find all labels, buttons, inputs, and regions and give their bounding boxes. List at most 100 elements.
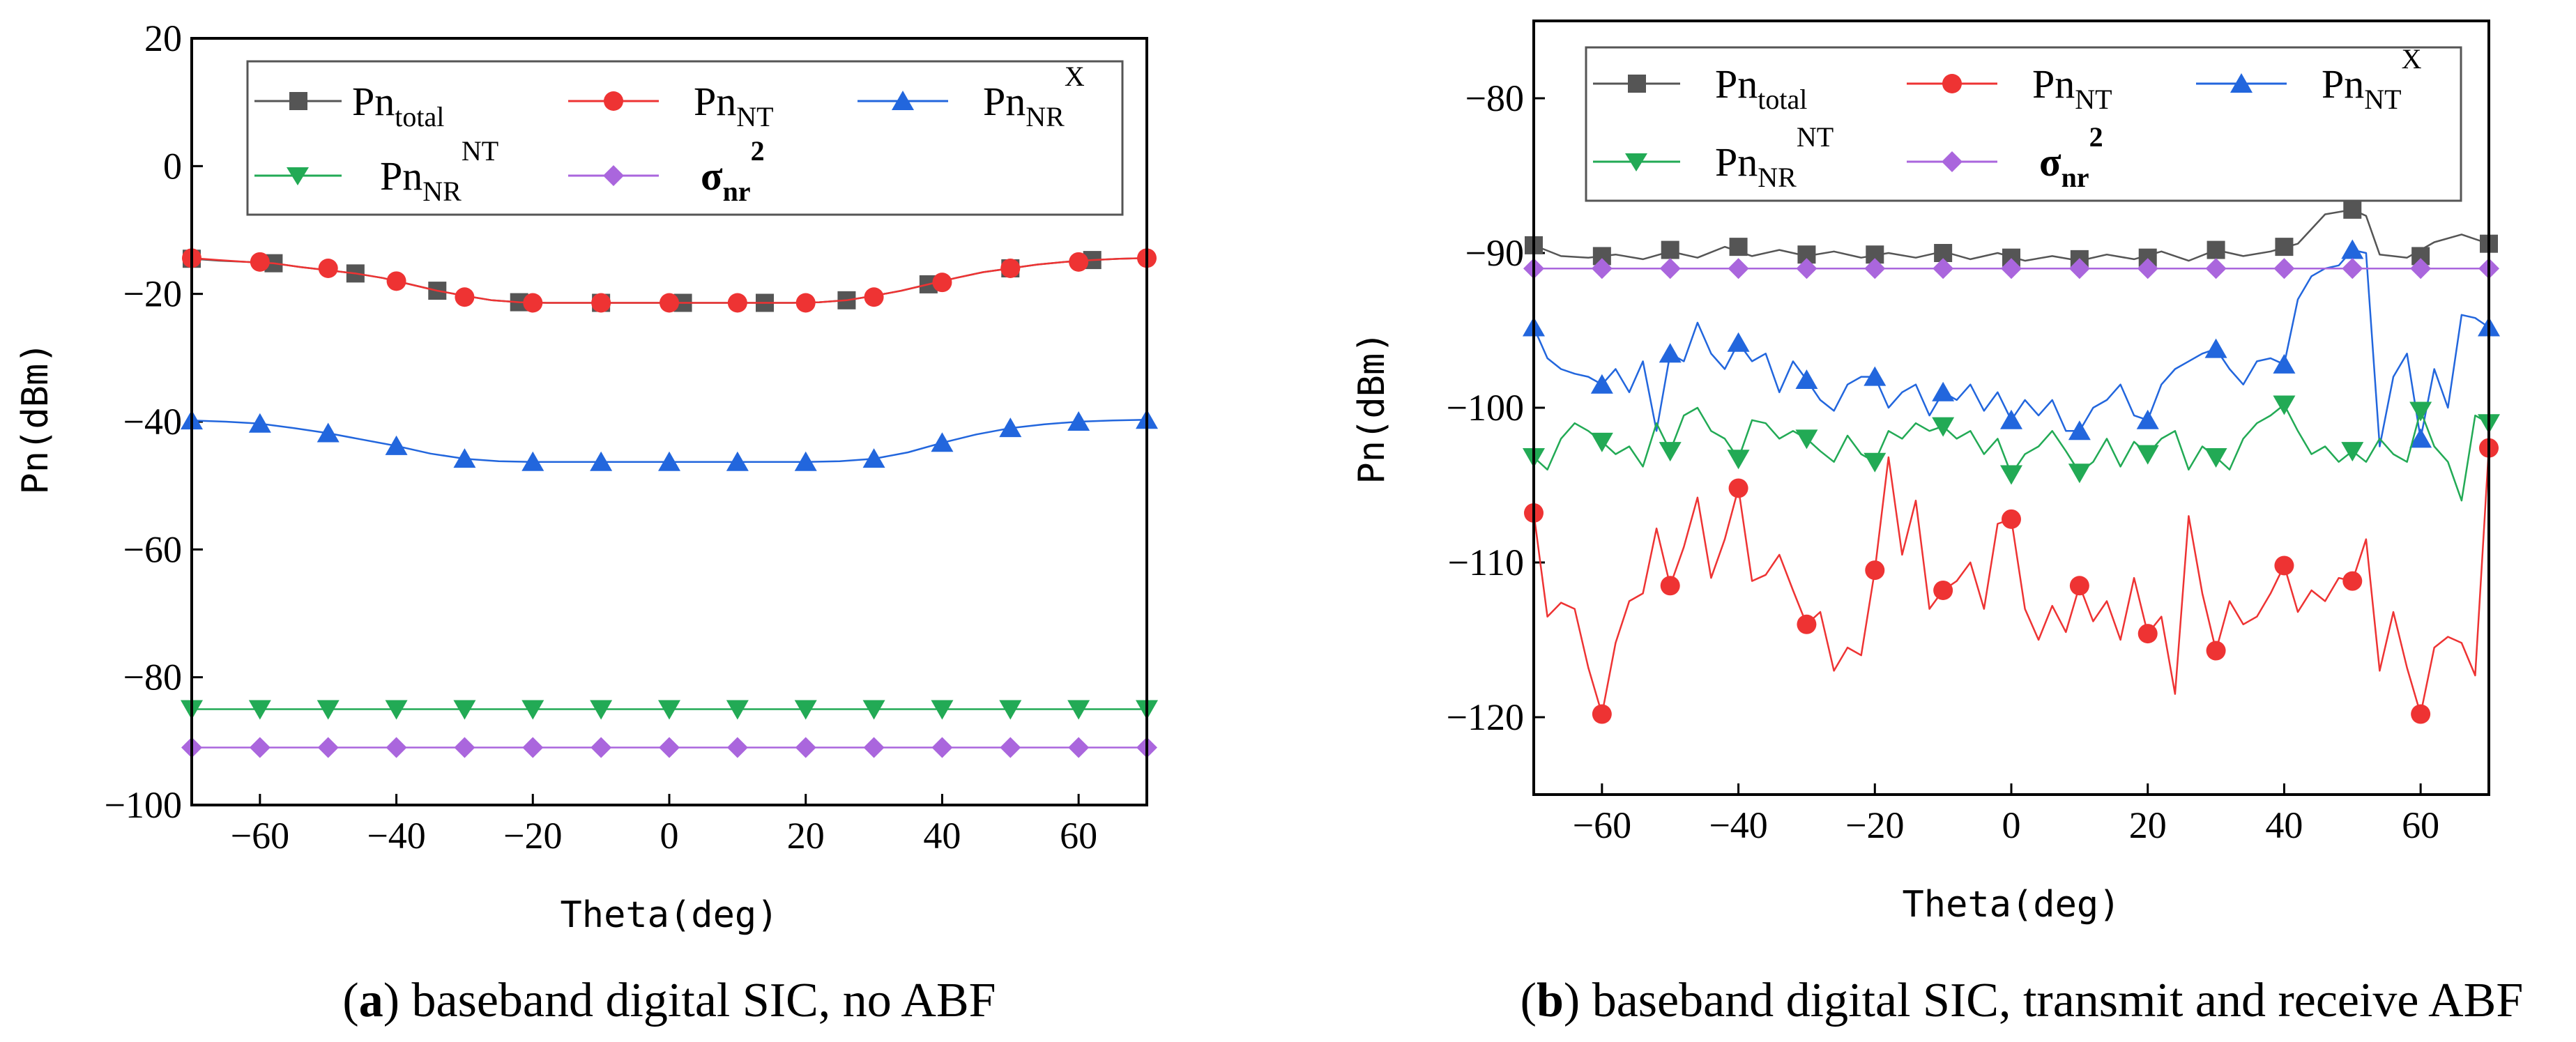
chart-a-series-1-point <box>1069 252 1089 272</box>
chart-a-plot-frame <box>190 37 1148 806</box>
chart-b-series-0-point <box>1729 238 1748 256</box>
chart-b-series-3-point <box>2204 448 2227 468</box>
chart-a-legend-total: Pntotal <box>352 79 444 132</box>
chart-b-xtick-label: 0 <box>2002 804 2021 846</box>
chart-b-series-4-point <box>2137 258 2158 279</box>
chart-b-series-3-point <box>1795 429 1818 450</box>
chart-a-ytick-label: −100 <box>105 784 182 826</box>
chart-a-legend-marker-total <box>289 92 307 110</box>
chart-b-xtick-label: −60 <box>1573 804 1631 846</box>
chart-a-series-2-point <box>521 451 544 471</box>
chart-b-series-4-point <box>2068 258 2090 279</box>
chart-a-series-3-point <box>317 700 340 720</box>
chart-b-series-3-point <box>2409 401 2432 422</box>
chart-b-series-2-point <box>2204 338 2227 358</box>
chart-a-xtick-label: 60 <box>1060 815 1097 857</box>
chart-b-series-3-point <box>2273 395 2296 415</box>
chart-b-legend-marker-nrx <box>2230 73 2253 93</box>
chart-a-ytick-label: −40 <box>123 401 182 443</box>
chart-b-series-1-point <box>2002 509 2021 529</box>
chart-b: −60 −40 −20 0 20 40 60 −120 −110 −100 −90 −80 Pntot… <box>1351 20 2524 1027</box>
chart-b-series-4-point <box>2342 258 2363 279</box>
chart-b-series-2-point <box>1864 366 1887 386</box>
chart-a-legend-sigma: σnr2 <box>701 135 765 207</box>
chart-b-plot-frame <box>1532 20 2490 796</box>
chart-b-series-1-point <box>2206 641 2226 661</box>
chart-a-series-1-point <box>318 259 338 278</box>
chart-a-series-2-point <box>794 451 817 471</box>
chart-a-series-4-point <box>590 737 612 758</box>
chart-b-series-2-point <box>2136 409 2159 429</box>
chart-a-series-4-point <box>1000 737 1021 758</box>
chart-a-series-4-point <box>454 737 475 758</box>
chart-a-series-2-point <box>248 413 271 433</box>
chart-a-xtick-label: −40 <box>367 815 425 857</box>
chart-b-series-1-point <box>1728 478 1748 498</box>
chart-b-legend-marker-sigma <box>1942 151 1963 172</box>
chart-a-series-1-point <box>795 293 816 313</box>
chart-a-series-1-point <box>660 293 679 313</box>
chart-a-series-4-point <box>726 737 748 758</box>
chart-b-ticks: −60 −40 −20 0 20 40 60 −120 −110 −100 −90 −80 <box>1447 77 2440 846</box>
chart-b-series-4-point <box>1591 258 1613 279</box>
chart-a-xtick-label: 20 <box>787 815 825 857</box>
chart-a-ytick-label: −80 <box>123 657 182 698</box>
chart-b-legend-nt: PnNT <box>2032 61 2112 115</box>
chart-b-series-4-point <box>1864 258 1886 279</box>
chart-b-series-1-point <box>1865 560 1885 581</box>
chart-a-series-4-point <box>1068 737 1090 758</box>
chart-a-xtick-label: 0 <box>660 815 679 857</box>
chart-b-xtick-label: 40 <box>2265 804 2303 846</box>
chart-a-series-1-point <box>386 271 406 291</box>
chart-b-series-1-point <box>2342 571 2363 591</box>
chart-a-series-3-point <box>726 700 749 720</box>
chart-b-series-1-point <box>1797 614 1817 634</box>
chart-a-legend-nrx: PnNRX <box>983 61 1085 132</box>
chart-b-series-1-point <box>1933 580 1953 600</box>
chart-b-series-4-point <box>1796 258 1817 279</box>
chart-b-series-2-point <box>2068 420 2091 440</box>
chart-b-series-2-point <box>2000 409 2022 429</box>
chart-a-legend-marker-nrx <box>892 91 914 110</box>
chart-b-series-2-point <box>1795 369 1818 390</box>
chart-a-series-3-point <box>862 700 885 720</box>
chart-a-series-1-point <box>1000 259 1021 278</box>
chart-b-caption: (b) baseband digital SIC, transmit and r… <box>1521 974 2524 1027</box>
chart-b-ytick-label: −110 <box>1448 542 1524 583</box>
chart-a-xtick-label: −60 <box>231 815 289 857</box>
chart-b-series-1-point <box>1592 704 1612 724</box>
chart-a-series-1-point <box>864 287 884 307</box>
chart-a-series-3-point <box>658 700 680 720</box>
chart-a-legend-nrnt: PnNRNT <box>380 135 498 207</box>
chart-b-xtick-label: −20 <box>1845 804 1904 846</box>
chart-a-ytick-label: −20 <box>123 273 182 315</box>
chart-b-legend: Pntotal PnNT PnNTX PnNRNT σnr2 <box>1585 43 2462 202</box>
chart-a-series-3-point <box>931 700 954 720</box>
chart-a-series-2-point <box>590 451 613 471</box>
chart-a-ticks: −60 −40 −20 0 20 40 60 −100 −80 −60 −40 −20 0 20 <box>105 17 1098 857</box>
chart-a-series-2-point <box>862 448 885 468</box>
chart-a-legend-marker-sigma <box>603 165 624 186</box>
chart-b-series-3-point <box>2000 465 2022 485</box>
chart-b-series-3-point <box>1727 450 1750 470</box>
chart-a-series-4-point <box>863 737 885 758</box>
chart-a-series-3-point <box>1067 700 1090 720</box>
chart-b-legend-marker-nrnt <box>1625 153 1647 171</box>
chart-b-legend-nrx: PnNTX <box>2322 43 2422 115</box>
chart-a-xtick-label: −20 <box>503 815 562 857</box>
chart-b-series-1-point <box>2137 624 2158 644</box>
chart-b-series-4-point <box>2410 258 2432 279</box>
chart-b-series-3-point <box>1864 452 1887 473</box>
chart-b-series-0-point <box>1661 240 1679 259</box>
chart-b-series-1-point <box>2411 704 2431 724</box>
chart-b-xtick-label: −40 <box>1709 804 1767 846</box>
chart-b-series-4-point <box>2205 258 2227 279</box>
chart-b-series-3-point <box>1590 432 1613 452</box>
chart-b-ytick-label: −80 <box>1465 77 1524 119</box>
chart-b-series-4-point <box>1728 258 1749 279</box>
chart-a-series-3-point <box>590 700 613 720</box>
chart-b-series-4-point <box>2001 258 2022 279</box>
chart-a-legend-box <box>246 60 1124 216</box>
chart-a-legend-marker-nt <box>604 91 623 111</box>
